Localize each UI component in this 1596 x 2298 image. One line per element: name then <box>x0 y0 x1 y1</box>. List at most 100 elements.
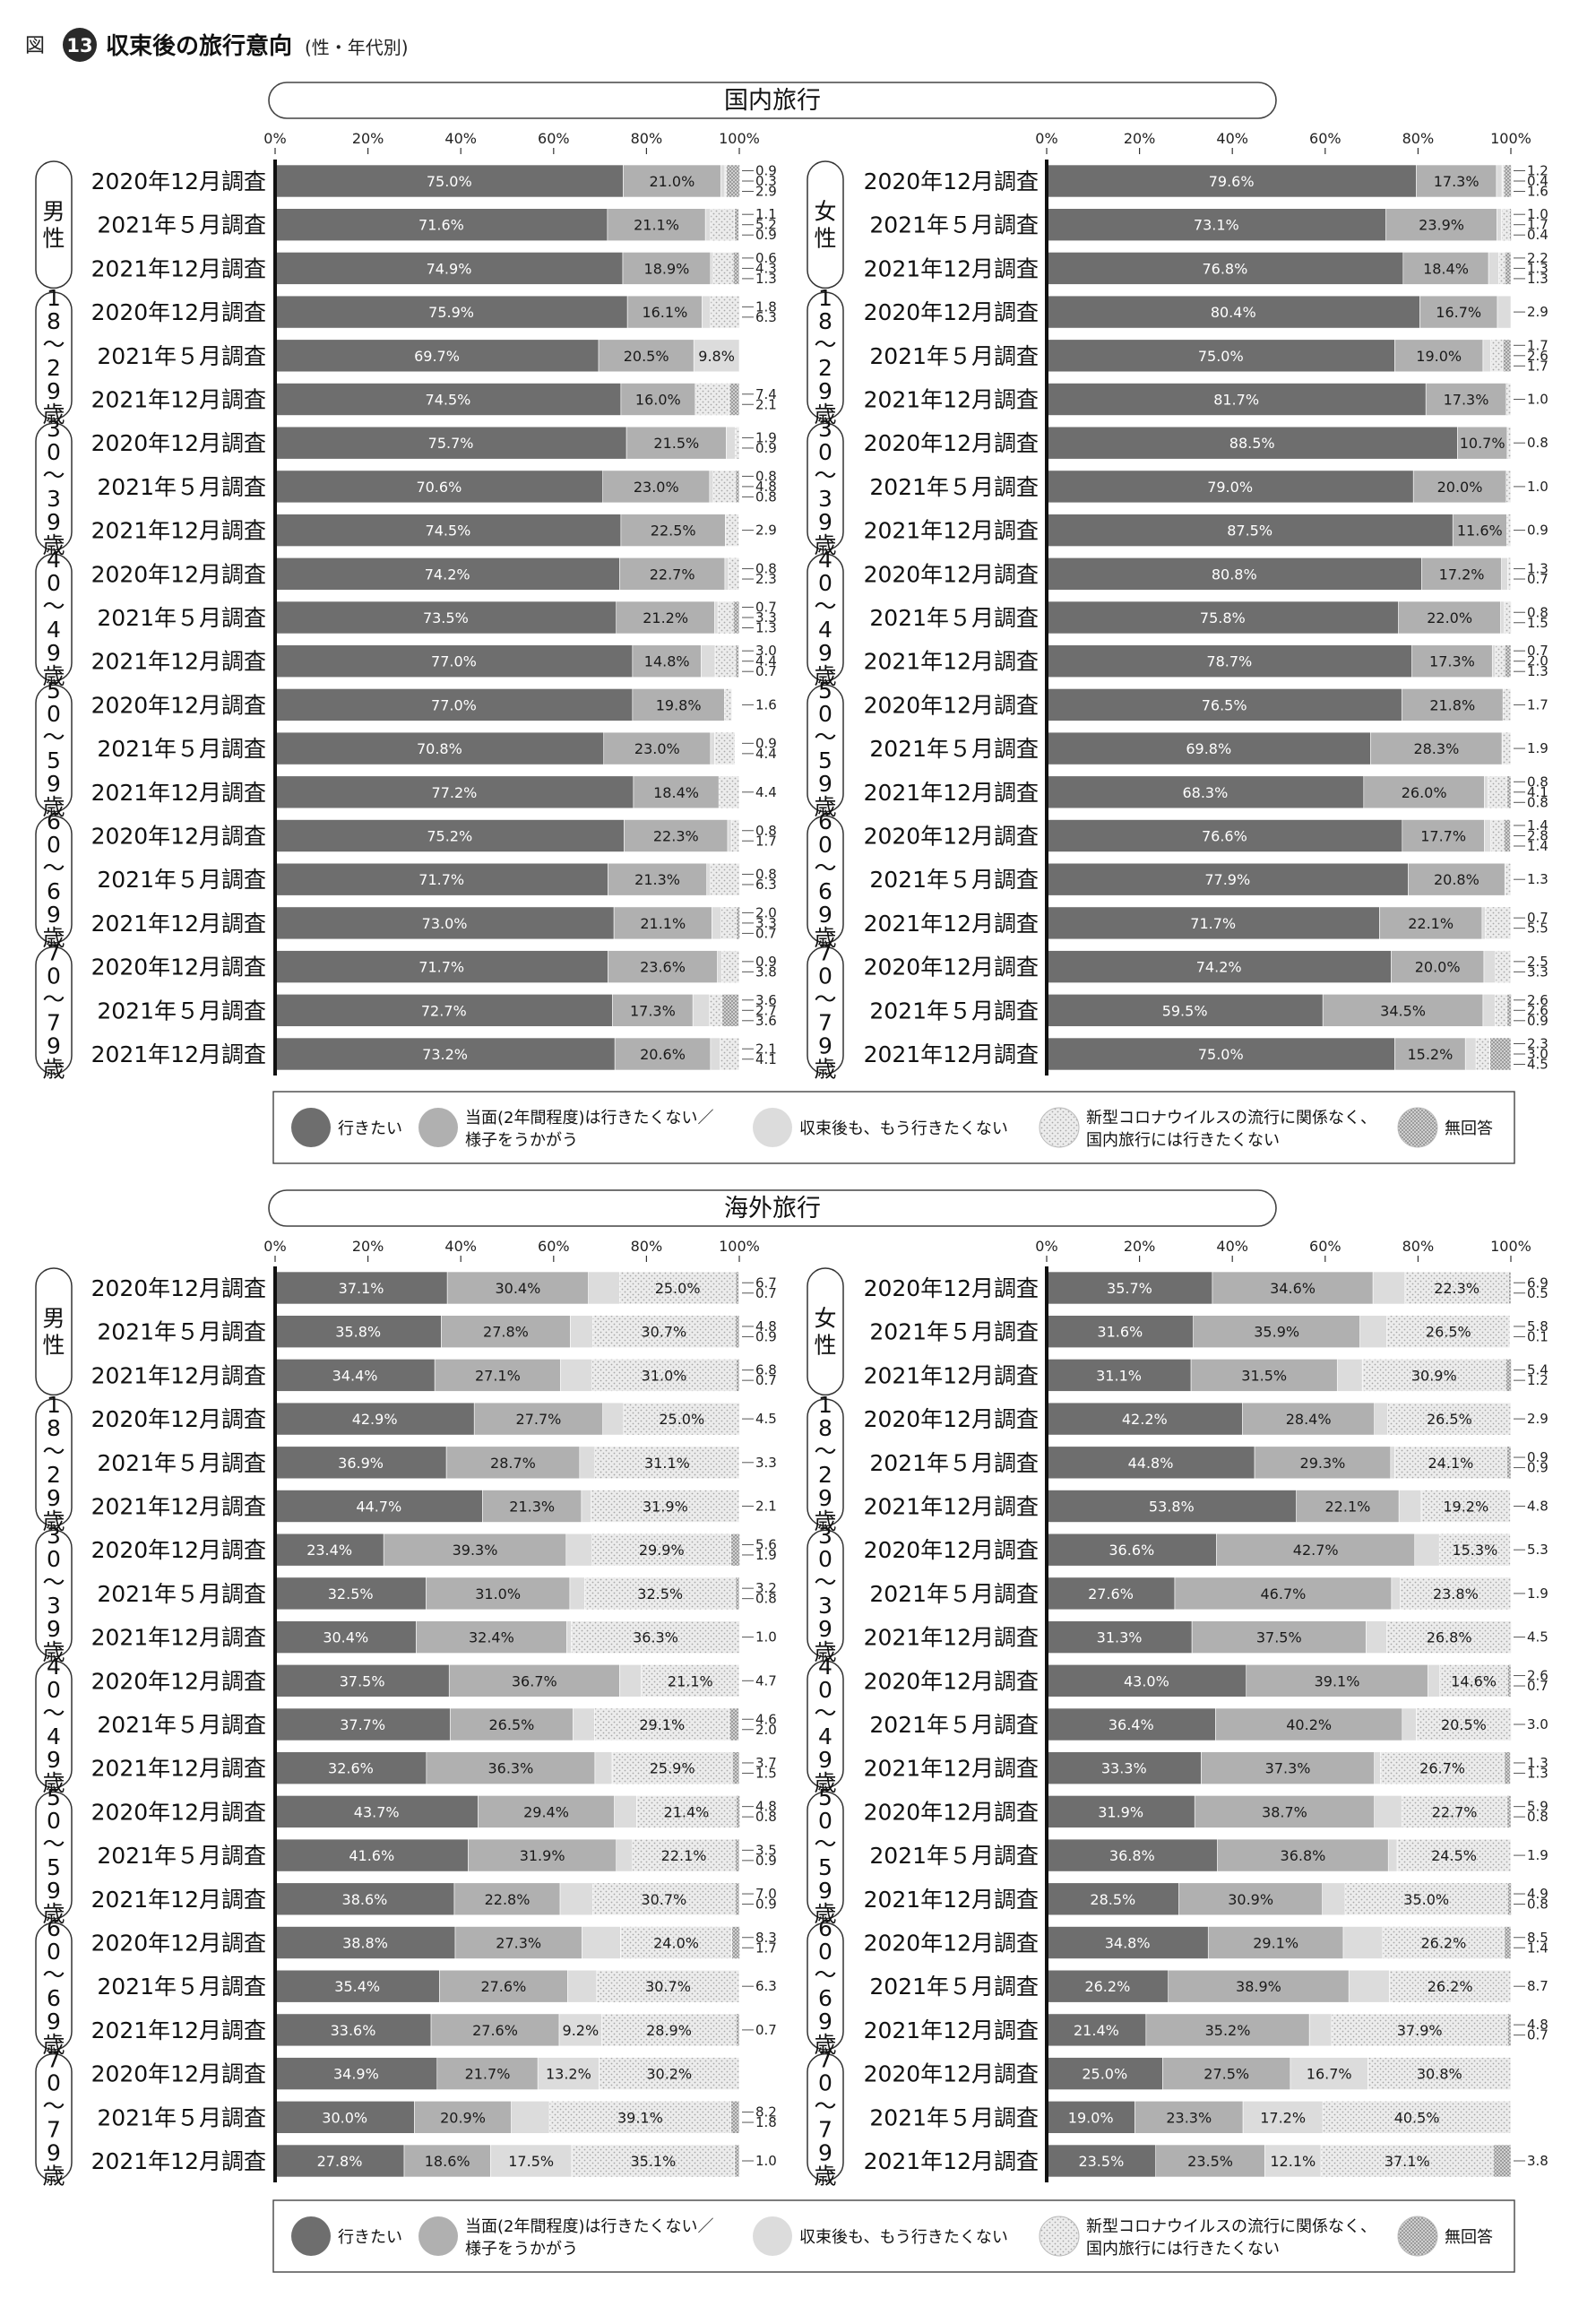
bar-row: 2021年12月調査 28.5% 30.9% 35.0% 4.90.8 <box>864 1882 1549 1916</box>
data-label: 11.6% <box>1457 523 1503 540</box>
bar-segment <box>1386 1315 1511 1348</box>
legend-item: 収束後も、もう行きたくない <box>753 2216 1008 2256</box>
bar-segment <box>1215 1707 1403 1741</box>
group-label-char: 歳 <box>814 1056 836 1082</box>
bar-segment <box>1046 950 1392 983</box>
bar-segment <box>1174 1577 1393 1611</box>
group-capsule <box>807 684 844 813</box>
data-label-outside: 6.3 <box>755 1978 777 1994</box>
data-label: 36.3% <box>487 1760 533 1777</box>
bar-segment <box>537 2057 600 2090</box>
data-label-outside: 2.6 <box>1527 1002 1549 1018</box>
data-label-outside: 1.7 <box>1527 217 1549 233</box>
group-capsule <box>35 815 73 944</box>
bar-segment <box>1509 208 1512 241</box>
bar-segment <box>1401 688 1504 721</box>
legend-swatch <box>418 2216 458 2256</box>
bar-segment <box>1497 208 1502 241</box>
legend-swatch <box>1039 2216 1080 2257</box>
group-label: 男性 <box>42 199 65 252</box>
bar-segment <box>1264 2144 1322 2178</box>
group-label-char: 9 <box>818 1616 833 1642</box>
bar-row: 2021年５月調査 36.9% 28.7% 31.1% 3.3 <box>97 1446 777 1480</box>
group-label-char: 0 <box>818 439 833 465</box>
group-label-char: 6 <box>47 1915 61 1941</box>
group-label-char: 性 <box>42 226 65 252</box>
data-label: 23.6% <box>640 959 686 976</box>
data-label-outside: 1.0 <box>1527 206 1549 222</box>
group-label-char: 5 <box>818 1784 833 1810</box>
row-label: 2020年12月調査 <box>91 2061 266 2087</box>
group-label-char: 9 <box>47 2139 61 2165</box>
legend-label-2: 国内旅行には行きたくない <box>1086 2240 1280 2259</box>
data-label: 22.3% <box>653 828 699 845</box>
data-label: 42.9% <box>352 1411 398 1428</box>
data-label-outside: 1.9 <box>1527 1585 1549 1602</box>
group-label-char: 〜 <box>42 2093 65 2119</box>
data-label-outside: 0.9 <box>755 440 777 456</box>
bar-segment <box>602 1402 625 1436</box>
legend: 行きたい 当面(2年間程度)は行きたくない／ 様子をうかがう 収束後も、もう行きたくな… <box>272 1091 1515 1164</box>
group-label-char: 〜 <box>814 1438 836 1464</box>
group-capsule <box>35 2052 73 2181</box>
bar-row: 2021年12月調査 27.8% 18.6% 17.5% 35.1% 1.0 <box>91 2144 777 2178</box>
data-label: 20.8% <box>1434 871 1480 888</box>
group-label-char: 〜 <box>42 1569 65 1595</box>
data-label: 42.2% <box>1122 1411 1168 1428</box>
bar-segment <box>1394 1037 1466 1071</box>
bar-segment <box>478 1795 615 1828</box>
bar-segment <box>1046 862 1409 896</box>
bar-segment <box>1370 731 1503 765</box>
bar-segment <box>622 252 712 285</box>
row-label: 2021年５月調査 <box>869 867 1039 893</box>
data-label: 30.8% <box>1417 2066 1462 2083</box>
data-label: 13.2% <box>546 2066 591 2083</box>
bar-segment <box>732 600 740 635</box>
bar-row: 2021年５月調査 44.8% 29.3% 24.1% 0.90.9 <box>869 1446 1549 1480</box>
group-label-char: 0 <box>47 701 61 727</box>
row-label: 2021年５月調査 <box>97 1450 266 1476</box>
bar-segment <box>730 2101 740 2134</box>
group-capsule <box>35 160 73 289</box>
group-label-char: 〜 <box>42 724 65 750</box>
bar-segment <box>614 1795 637 1828</box>
data-label: 37.5% <box>340 1672 385 1689</box>
data-label: 21.5% <box>653 435 699 452</box>
bar-row: 2021年５月調査 30.0% 20.9% 39.1% 8.21.8 <box>97 2101 777 2134</box>
group-label-char: 女 <box>814 199 836 225</box>
data-label: 30.4% <box>323 1629 368 1646</box>
bar-segment <box>274 383 622 416</box>
bar-row: 2020年12月調査 42.9% 27.7% 25.0% 4.5 <box>91 1402 777 1436</box>
group-label-char: 6 <box>47 878 61 904</box>
axis-tick-label: 60% <box>1309 1238 1342 1255</box>
group-capsule <box>35 1529 73 1658</box>
bar-segment <box>1216 1533 1416 1567</box>
data-label-outside: 3.5 <box>755 1842 777 1858</box>
bar-segment <box>1359 1315 1387 1348</box>
bar-row: 2021年12月調査 71.7% 22.1% 0.75.5 <box>864 906 1549 940</box>
data-label: 22.7% <box>650 566 695 583</box>
group-capsule <box>35 1398 73 1527</box>
data-label-outside: 2.9 <box>755 184 777 200</box>
group-label-char: 9 <box>47 640 61 666</box>
axis-tick-label: 80% <box>1402 130 1435 147</box>
group-label-char: 7 <box>818 2046 833 2072</box>
group-label-char: 〜 <box>42 986 65 1012</box>
group-label-char: 0 <box>47 570 61 596</box>
legend-item: 無回答 <box>1397 2216 1493 2257</box>
bar-segment <box>1155 2144 1265 2178</box>
bar-segment <box>426 1751 596 1784</box>
data-label: 31.9% <box>1098 1803 1143 1820</box>
data-label: 17.3% <box>1429 653 1475 670</box>
group-label: 6 0 〜 6 9 歳 <box>814 1915 836 2058</box>
bar-segment <box>559 1882 593 1916</box>
bar-row: 2021年５月調査 59.5% 34.5%2.62.60.9 <box>869 992 1548 1029</box>
group-label-char: 9 <box>818 378 833 404</box>
row-label: 2021年12月調査 <box>864 255 1039 281</box>
group-label-char: 4 <box>818 1654 833 1680</box>
bar-segment <box>1046 339 1395 373</box>
bar-segment <box>731 1751 740 1784</box>
group-label-char: 8 <box>818 308 833 334</box>
axis-tick-label: 100% <box>719 130 760 147</box>
